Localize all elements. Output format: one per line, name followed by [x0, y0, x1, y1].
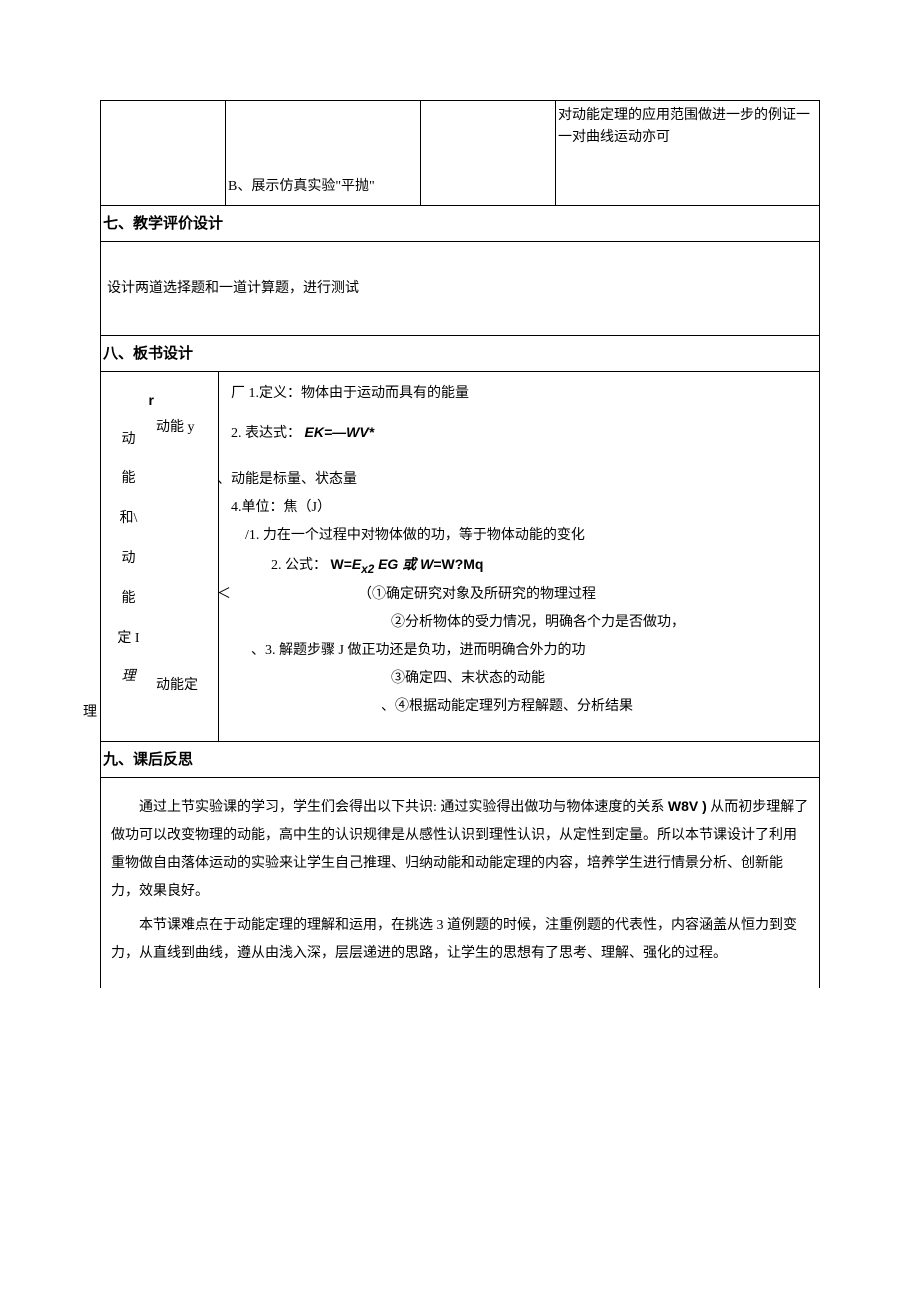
- banshu-left-r: r: [149, 385, 156, 416]
- br-l11: 、④根据动能定理列方程解题、分析结果: [381, 693, 815, 721]
- reflect-p1-a: 通过上节实验课的学习，学生们会得出以下共识: 通过实验得出做功与物体速度的关系: [139, 800, 668, 815]
- top-col1-empty: [101, 101, 226, 206]
- page: B、展示仿真实验"平抛" 对动能定理的应用范围做进一步的例证一一对曲线运动亦可 …: [0, 0, 920, 1088]
- banshu-mid-bot: 动能定: [156, 673, 216, 698]
- banshu-left-1: 能: [122, 464, 136, 495]
- top-col4: 对动能定理的应用范围做进一步的例证一一对曲线运动亦可: [556, 101, 820, 206]
- sec7-body-cell: 设计两道选择题和一道计算题，进行测试: [101, 242, 820, 336]
- br-l7a: ＜: [217, 587, 231, 602]
- banshu-left-4: 能: [122, 584, 136, 615]
- reflect-p2: 本节课难点在于动能定理的理解和运用，在挑选 3 道例题的时候，注重例题的代表性，…: [111, 912, 809, 968]
- banshu-left-0: 动: [122, 425, 136, 456]
- reflect-p1-w: W8V ): [668, 798, 707, 814]
- reflect-block: 通过上节实验课的学习，学生们会得出以下共识: 通过实验得出做功与物体速度的关系 …: [103, 782, 817, 984]
- br-l2-pre: 2. 表达式：: [231, 426, 301, 441]
- br-l2: 2. 表达式： EK=—WV*: [231, 418, 815, 448]
- sec7-title: 七、教学评价设计: [101, 206, 820, 242]
- br-l7b: （①确定研究对象及所研究的物理过程: [358, 587, 596, 602]
- br-l5: /1. 力在一个过程中对物体做的功，等于物体动能的变化: [245, 522, 815, 550]
- reflect-p1: 通过上节实验课的学习，学生们会得出以下共识: 通过实验得出做功与物体速度的关系 …: [111, 792, 809, 906]
- sec9-body-cell: 通过上节实验课的学习，学生们会得出以下共识: 通过实验得出做功与物体速度的关系 …: [101, 778, 820, 989]
- banshu-left-col: r 动 能 和\ 动 能 定 I 理 理: [101, 372, 156, 741]
- sec8-title: 八、板书设计: [101, 336, 820, 372]
- banshu-left-2: 和\: [120, 504, 138, 535]
- sec7-body-row: 设计两道选择题和一道计算题，进行测试: [101, 242, 820, 336]
- br-l6-eq: W=Ex2 EG 或 W=W?Mq: [331, 556, 484, 572]
- banshu-left-row6: 理: [122, 664, 136, 689]
- banshu-divider: [218, 372, 219, 741]
- br-l4: 4.单位：焦（J）: [231, 494, 815, 522]
- sec7-body-text: 设计两道选择题和一道计算题，进行测试: [107, 281, 359, 296]
- banshu-mid-col: 动能 y 动能定: [156, 372, 216, 741]
- sec8-header-row: 八、板书设计: [101, 336, 820, 372]
- banshu-left-6: 理: [83, 698, 97, 729]
- top-row: B、展示仿真实验"平抛" 对动能定理的应用范围做进一步的例证一一对曲线运动亦可: [101, 101, 820, 206]
- top-col2-lineB: B、展示仿真实验"平抛": [228, 173, 418, 201]
- br-l8: ②分析物体的受力情况，明确各个力是否做功，: [391, 609, 815, 637]
- sec7-header-row: 七、教学评价设计: [101, 206, 820, 242]
- sec8-body-row: r 动 能 和\ 动 能 定 I 理 理 动能 y 动能定 厂 1.定义：物体由…: [101, 372, 820, 742]
- br-l6-pre: 2. 公式：: [271, 558, 327, 573]
- br-l1: 厂 1.定义：物体由于运动而具有的能量: [231, 380, 815, 408]
- top-col3-empty: [421, 101, 556, 206]
- br-l10: ③确定四、末状态的动能: [391, 665, 815, 693]
- sec8-body-cell: r 动 能 和\ 动 能 定 I 理 理 动能 y 动能定 厂 1.定义：物体由…: [101, 372, 820, 742]
- br-l2-eq: EK=—WV*: [305, 424, 375, 440]
- sec9-header-row: 九、课后反思: [101, 742, 820, 778]
- br-l6: 2. 公式： W=Ex2 EG 或 W=W?Mq: [271, 550, 815, 581]
- br-l3: 、动能是标量、状态量: [217, 466, 815, 494]
- sec9-title: 九、课后反思: [101, 742, 820, 778]
- banshu-layout: r 动 能 和\ 动 能 定 I 理 理 动能 y 动能定 厂 1.定义：物体由…: [101, 372, 819, 741]
- sec9-body-row: 通过上节实验课的学习，学生们会得出以下共识: 通过实验得出做功与物体速度的关系 …: [101, 778, 820, 989]
- banshu-left-li2: 理: [122, 664, 136, 689]
- banshu-left-5: 定 I: [117, 624, 139, 655]
- banshu-mid-top: 动能 y: [156, 415, 216, 440]
- br-l9: 、3. 解题步骤 J 做正功还是负功，进而明确合外力的功: [251, 637, 815, 665]
- br-l7: ＜ （①确定研究对象及所研究的物理过程: [217, 581, 815, 609]
- top-col4-text: 对动能定理的应用范围做进一步的例证一一对曲线运动亦可: [558, 105, 817, 150]
- top-col2: B、展示仿真实验"平抛": [226, 101, 421, 206]
- banshu-right-col: 厂 1.定义：物体由于运动而具有的能量 2. 表达式： EK=—WV* 、动能是…: [221, 372, 819, 741]
- document-table: B、展示仿真实验"平抛" 对动能定理的应用范围做进一步的例证一一对曲线运动亦可 …: [100, 100, 820, 988]
- banshu-left-3: 动: [122, 544, 136, 575]
